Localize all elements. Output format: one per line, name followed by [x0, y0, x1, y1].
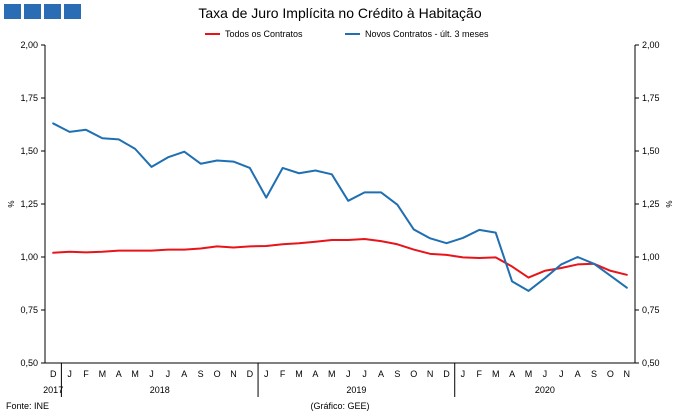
legend-item-novos: Novos Contratos - últ. 3 meses [345, 29, 489, 39]
y-tick-label-left: 1,50 [20, 146, 38, 156]
x-tick-label: M [328, 369, 336, 379]
x-tick-label: O [410, 369, 417, 379]
x-tick-label: S [591, 369, 597, 379]
legend-item-todos: Todos os Contratos [205, 29, 303, 39]
y-tick-label-left: 0,50 [20, 358, 38, 368]
y-tick-label-right: 1,25 [642, 199, 660, 209]
x-tick-label: A [378, 369, 384, 379]
y-tick-label-left: 2,00 [20, 40, 38, 50]
y-axis-label-right: % [665, 200, 674, 207]
x-tick-label: J [264, 369, 269, 379]
x-tick-label: M [492, 369, 500, 379]
x-tick-label: A [575, 369, 581, 379]
x-tick-label: D [50, 369, 57, 379]
y-tick-label-left: 1,75 [20, 93, 38, 103]
x-tick-label: M [131, 369, 139, 379]
x-tick-label: A [116, 369, 122, 379]
logo-block [4, 4, 21, 19]
y-axis-label-left: % [7, 200, 16, 207]
y-tick-label-right: 1,75 [642, 93, 660, 103]
legend-swatch-novos [345, 33, 360, 35]
year-label: 2017 [43, 385, 63, 395]
x-tick-label: F [280, 369, 286, 379]
x-tick-label: J [543, 369, 548, 379]
x-tick-label: O [607, 369, 614, 379]
y-tick-label-right: 0,75 [642, 305, 660, 315]
x-tick-label: M [99, 369, 107, 379]
y-tick-label-right: 0,50 [642, 358, 660, 368]
x-tick-label: J [461, 369, 466, 379]
year-label: 2018 [150, 385, 170, 395]
x-tick-label: F [477, 369, 483, 379]
y-tick-label-right: 2,00 [642, 40, 660, 50]
y-tick-label-left: 1,00 [20, 252, 38, 262]
x-tick-label: O [214, 369, 221, 379]
logo-block [24, 4, 41, 19]
legend-label-todos: Todos os Contratos [225, 29, 303, 39]
x-tick-label: S [394, 369, 400, 379]
year-label: 2019 [346, 385, 366, 395]
x-tick-label: A [181, 369, 187, 379]
x-tick-label: F [83, 369, 89, 379]
y-tick-label-left: 0,75 [20, 305, 38, 315]
chart-credit: (Gráfico: GEE) [310, 401, 370, 411]
chart-legend: Todos os Contratos Novos Contratos - últ… [0, 29, 680, 43]
legend-swatch-todos [205, 33, 220, 35]
series-line-novos-contratos [52, 122, 628, 292]
x-tick-label: D [443, 369, 450, 379]
x-tick-label: M [525, 369, 533, 379]
x-tick-label: J [346, 369, 351, 379]
y-tick-label-right: 1,50 [642, 146, 660, 156]
x-tick-label: N [427, 369, 434, 379]
year-label: 2020 [535, 385, 555, 395]
x-tick-label: A [312, 369, 318, 379]
gee-logo [4, 4, 81, 19]
y-tick-label-left: 1,25 [20, 199, 38, 209]
series-line-todos-contratos [52, 237, 628, 279]
x-tick-label: D [247, 369, 254, 379]
x-tick-label: J [67, 369, 72, 379]
x-tick-label: A [509, 369, 515, 379]
logo-block [64, 4, 81, 19]
x-tick-label: J [166, 369, 171, 379]
x-tick-label: N [230, 369, 237, 379]
source-note: Fonte: INE [6, 401, 50, 411]
x-tick-label: N [624, 369, 631, 379]
logo-block [44, 4, 61, 19]
x-tick-label: J [149, 369, 154, 379]
y-tick-label-right: 1,00 [642, 252, 660, 262]
legend-label-novos: Novos Contratos - últ. 3 meses [365, 29, 489, 39]
x-tick-label: J [362, 369, 367, 379]
chart-title: Taxa de Juro Implícita no Crédito à Habi… [198, 5, 482, 21]
x-tick-label: J [559, 369, 564, 379]
x-tick-label: S [198, 369, 204, 379]
x-tick-label: M [295, 369, 303, 379]
